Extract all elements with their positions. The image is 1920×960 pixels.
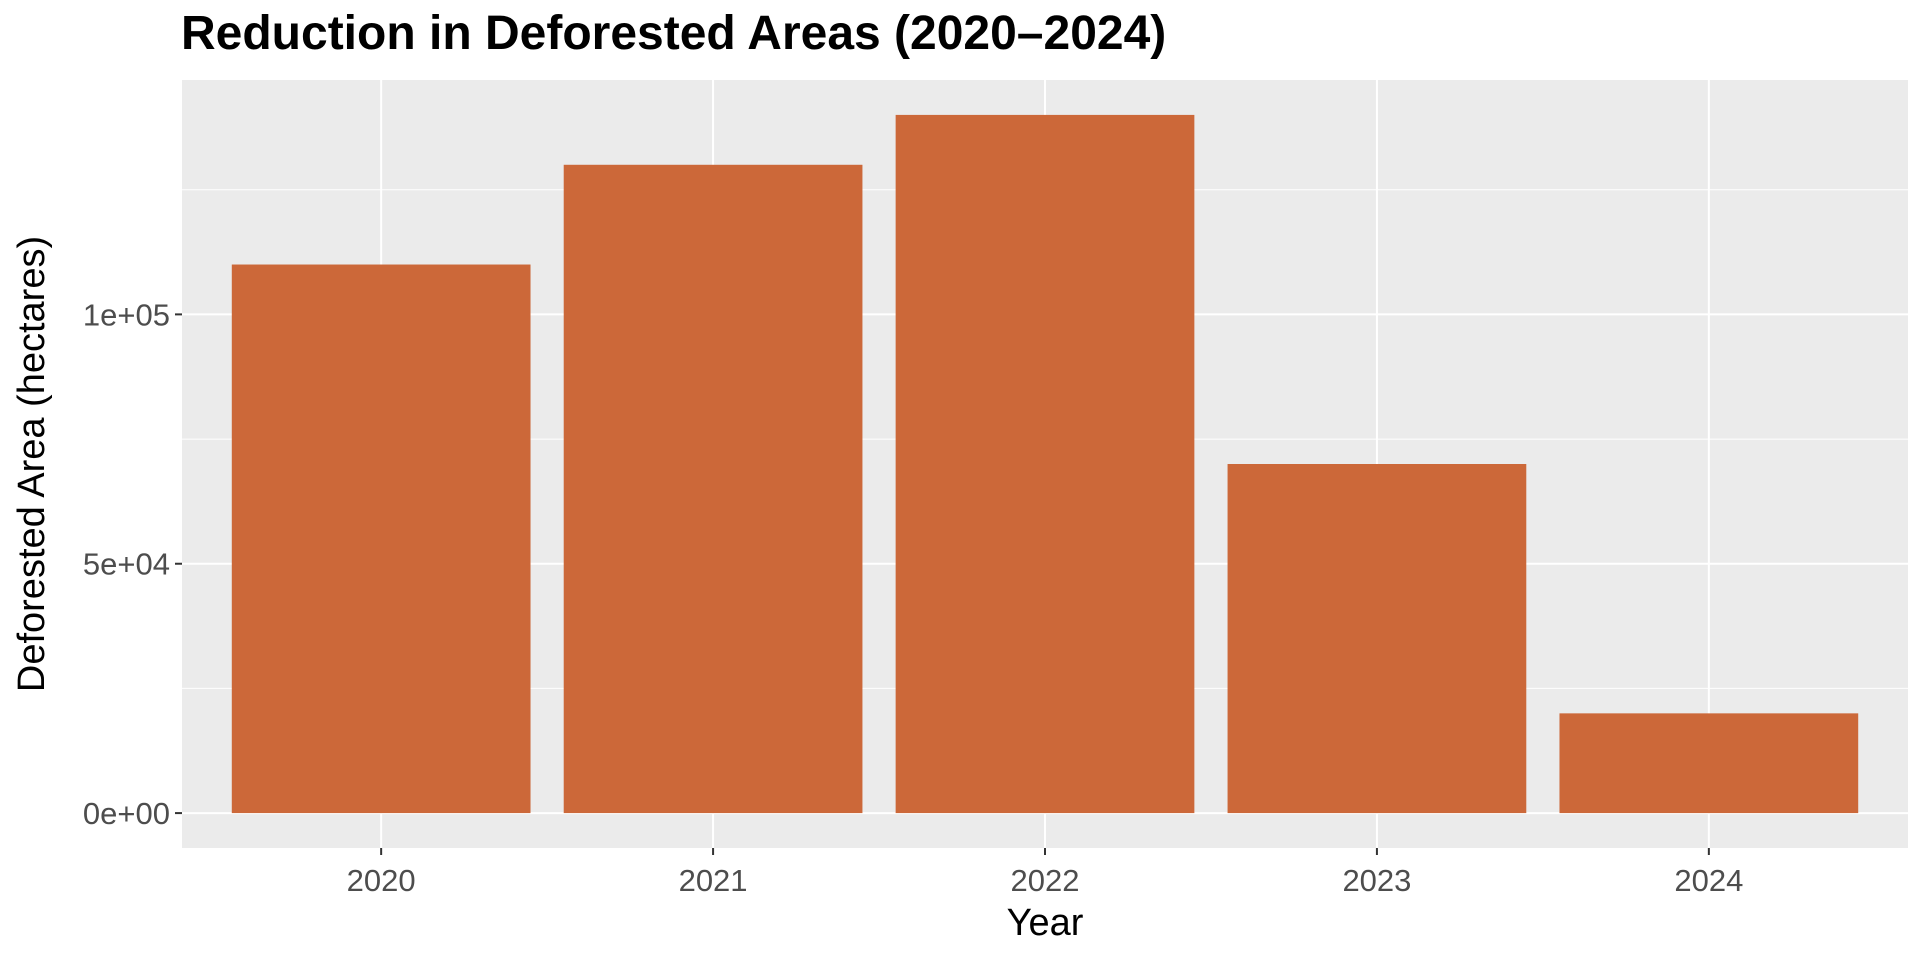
bar-2024 bbox=[1559, 713, 1859, 814]
x-tick-label: 2021 bbox=[679, 863, 748, 898]
x-axis-title: Year bbox=[1007, 902, 1084, 944]
bar-2023 bbox=[1227, 464, 1527, 814]
x-tick-label: 2022 bbox=[1011, 863, 1080, 898]
y-axis-ticks: 0e+00 5e+04 1e+05 bbox=[83, 297, 182, 831]
x-tick-label: 2024 bbox=[1674, 863, 1743, 898]
bar-2020 bbox=[231, 264, 531, 814]
chart-title: Reduction in Deforested Areas (2020–2024… bbox=[181, 7, 1167, 60]
x-axis-ticks: 2020 2021 2022 2023 2024 bbox=[347, 848, 1743, 898]
x-tick-label: 2020 bbox=[347, 863, 416, 898]
bar-2021 bbox=[563, 164, 863, 814]
y-axis-title: Deforested Area (hectares) bbox=[11, 236, 53, 692]
y-tick-label: 1e+05 bbox=[83, 297, 170, 332]
bar-2022 bbox=[895, 114, 1195, 814]
x-tick-label: 2023 bbox=[1342, 863, 1411, 898]
y-tick-label: 0e+00 bbox=[83, 796, 170, 831]
bars bbox=[231, 114, 1859, 814]
y-tick-label: 5e+04 bbox=[83, 547, 170, 582]
